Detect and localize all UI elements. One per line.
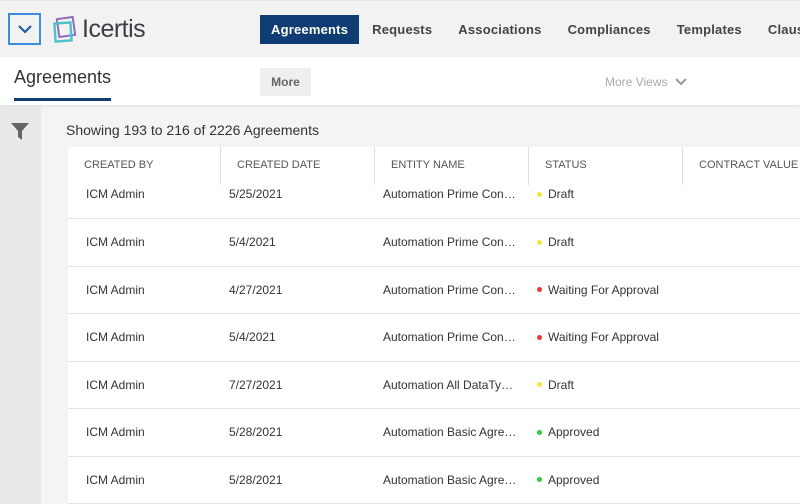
created-date-cell: 7/27/2021 [229,377,283,392]
more-button[interactable]: More [260,68,311,96]
more-views-dropdown[interactable]: More Views [605,75,688,89]
created-by-cell: ICM Admin [86,472,145,487]
sub-header: Agreements More More Views [0,57,800,105]
chevron-down-icon [675,78,688,86]
column-header[interactable]: CONTRACT VALUE [699,159,799,171]
top-bar: Icertis Agreements Requests Associations Co… [0,0,800,57]
entity-name-cell[interactable]: Automation Prime Con… [383,282,516,297]
page-title-tab[interactable]: Agreements [14,67,111,101]
status-label: Waiting For Approval [548,282,659,297]
nav-tab-clauses[interactable]: Clauses [767,22,800,37]
entity-name-cell[interactable]: Automation All DataTy… [383,377,514,392]
status-cell: Draft [529,187,683,201]
chevron-down-icon [17,25,32,34]
agreements-table: CREATED BY CREATED DATE ENTITY NAME STATUS C… [68,147,800,504]
created-date-cell: 5/28/2021 [229,425,283,440]
created-date-cell: 5/4/2021 [229,330,276,345]
status-label: Draft [548,187,575,201]
nav-tab-templates[interactable]: Templates [676,22,742,37]
column-header[interactable]: CREATED DATE [221,147,375,185]
created-by-cell: ICM Admin [86,377,145,392]
logo-icon [53,15,77,43]
status-dot-icon [537,477,542,483]
filter-sidebar [0,106,41,504]
column-header[interactable]: CREATED BY [68,147,221,185]
more-views-label: More Views [605,75,668,89]
main-nav: Agreements Requests Associations Compliance… [260,15,800,44]
created-by-cell: ICM Admin [86,330,145,345]
table-row[interactable]: ICM Admin 5/28/2021 Automation Basic Agre…… [68,409,800,457]
table-row[interactable]: ICM Admin 5/4/2021 Automation Prime Con… Wa… [68,314,800,362]
filter-icon[interactable] [11,123,29,140]
status-label: Draft [548,377,575,392]
status-cell: Draft [529,378,683,392]
created-date-cell: 4/27/2021 [229,282,283,297]
results-summary: Showing 193 to 216 of 2226 Agreements [66,122,319,138]
table-row[interactable]: ICM Admin 5/28/2021 Automation Basic Agre…… [68,457,800,504]
status-dot-icon [537,382,542,388]
status-cell: Approved [529,425,683,439]
status-dot-icon [537,287,542,293]
status-cell: Approved [529,473,683,487]
table-row[interactable]: ICM Admin 5/25/2021 Automation Prime Con… D… [68,185,800,219]
entity-name-cell[interactable]: Automation Prime Con… [383,330,516,345]
status-dot-icon [537,239,542,245]
created-date-cell: 5/28/2021 [229,472,283,487]
created-by-cell: ICM Admin [86,425,145,440]
logo[interactable]: Icertis [52,15,146,44]
column-header[interactable]: ENTITY NAME [375,147,529,185]
status-dot-icon [537,429,542,435]
entity-name-cell[interactable]: Automation Prime Con… [383,187,516,201]
created-date-cell: 5/4/2021 [229,235,276,250]
status-cell: Draft [529,235,683,249]
status-cell: Waiting For Approval [529,330,683,344]
created-by-cell: ICM Admin [86,235,145,250]
nav-tab-associations[interactable]: Associations [458,22,542,37]
nav-tab-agreements[interactable]: Agreements [260,15,360,44]
entity-name-cell[interactable]: Automation Basic Agre… [383,472,517,487]
status-dot-icon [537,334,542,340]
menu-toggle-button[interactable] [8,13,41,45]
table-header: CREATED BY CREATED DATE ENTITY NAME STATUS C… [68,147,800,185]
status-label: Approved [548,472,600,487]
entity-name-cell[interactable]: Automation Prime Con… [383,235,516,250]
created-date-cell: 5/25/2021 [229,187,283,201]
created-by-cell: ICM Admin [86,187,145,201]
status-label: Waiting For Approval [548,330,659,345]
nav-tab-compliances[interactable]: Compliances [567,22,651,37]
status-label: Draft [548,235,575,250]
table-row[interactable]: ICM Admin 5/4/2021 Automation Prime Con… Dr… [68,219,800,267]
status-dot-icon [537,191,542,197]
entity-name-cell[interactable]: Automation Basic Agre… [383,425,517,440]
created-by-cell: ICM Admin [86,282,145,297]
status-label: Approved [548,425,600,440]
nav-tab-requests[interactable]: Requests [372,22,433,37]
column-header[interactable]: STATUS [529,147,683,185]
table-row[interactable]: ICM Admin 4/27/2021 Automation Prime Con… W… [68,267,800,314]
status-cell: Waiting For Approval [529,283,683,297]
table-row[interactable]: ICM Admin 7/27/2021 Automation All DataTy…… [68,362,800,409]
